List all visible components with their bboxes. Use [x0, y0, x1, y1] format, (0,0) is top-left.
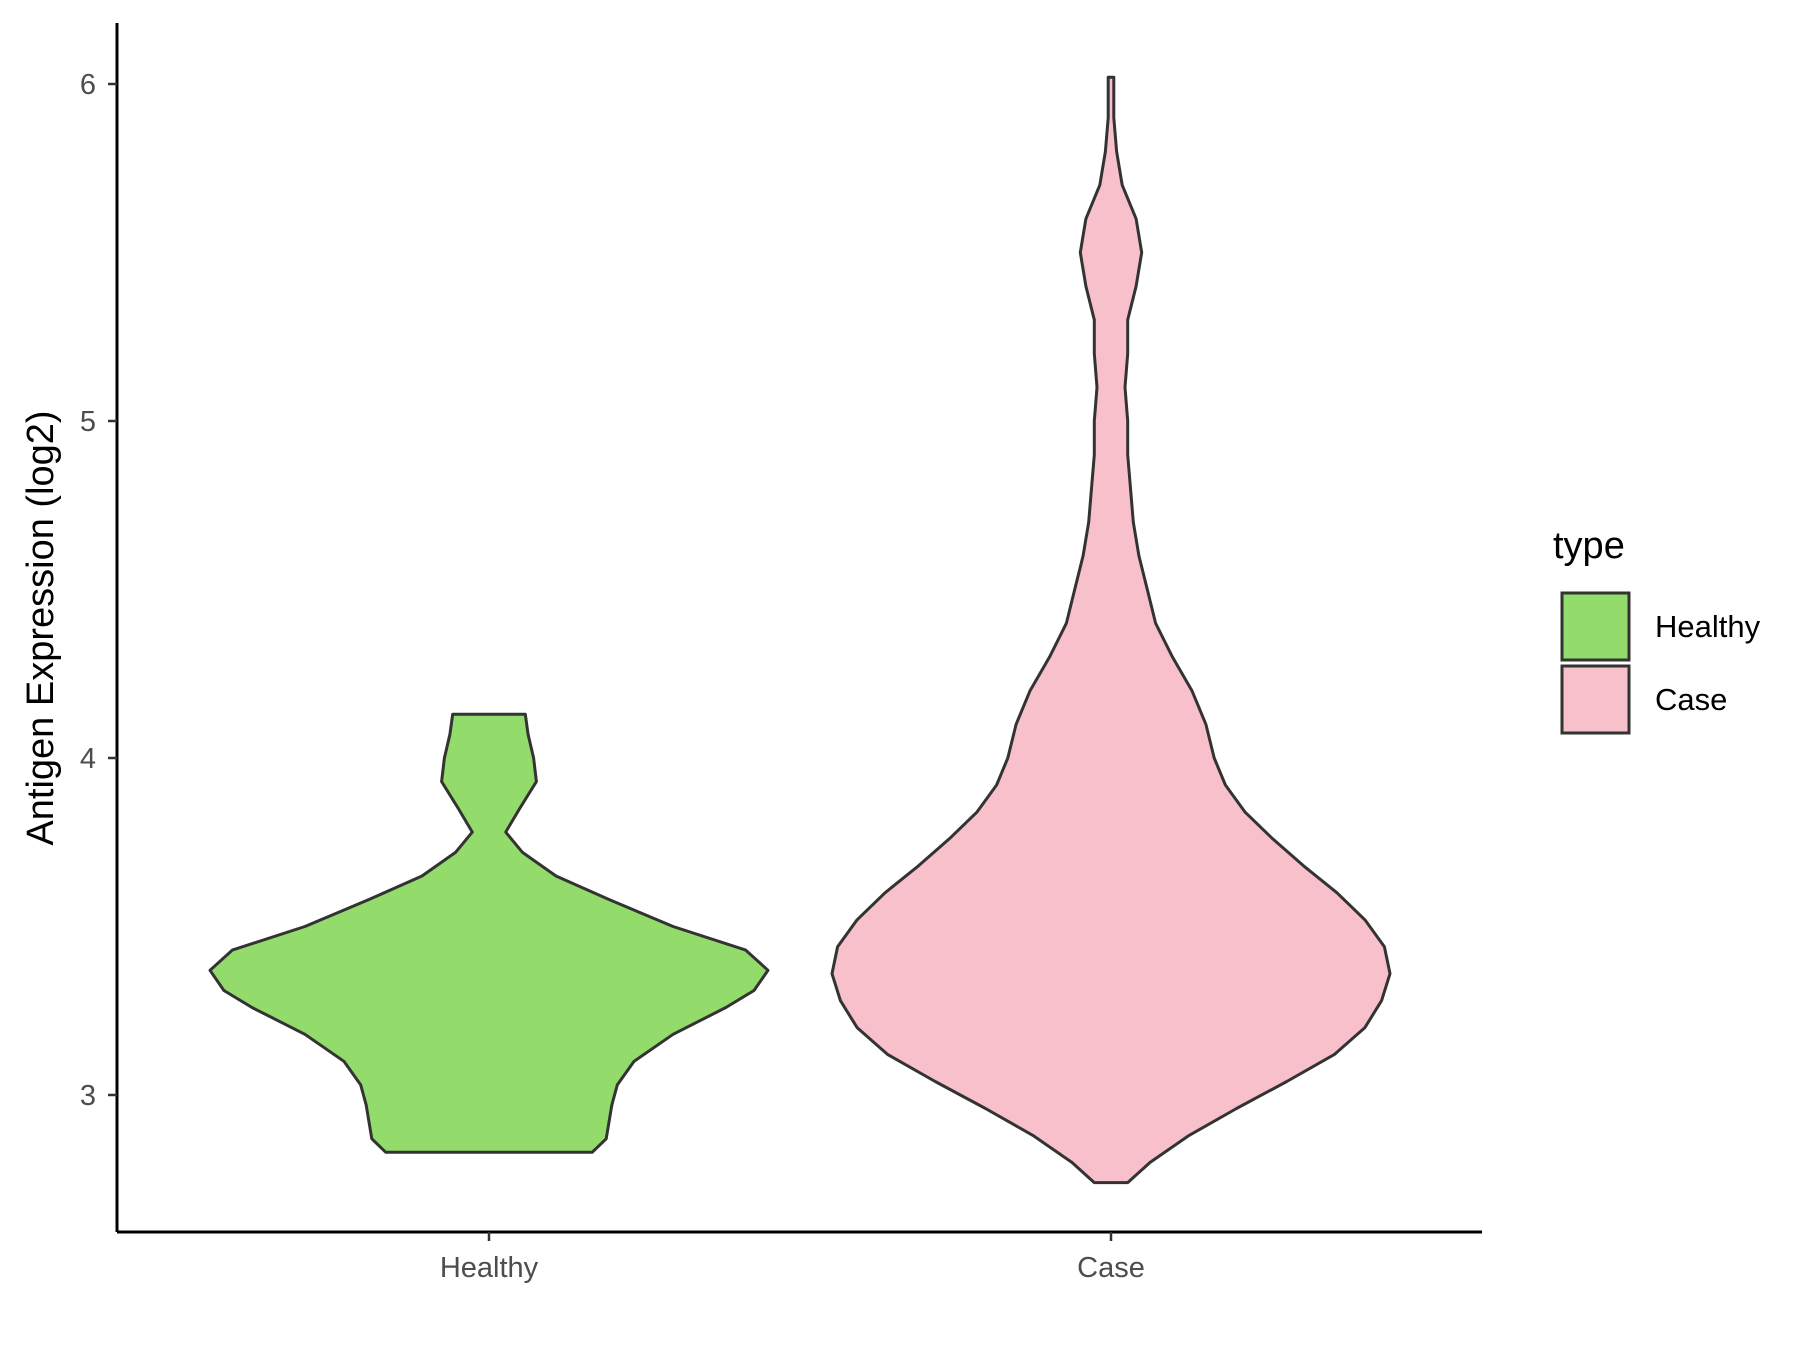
x-tick-label: Case	[1077, 1252, 1145, 1284]
legend: type Healthy Case	[1553, 525, 1761, 735]
x-tick-label: Healthy	[440, 1252, 539, 1284]
y-tick-label: 3	[80, 1080, 96, 1112]
legend-label-healthy: Healthy	[1655, 609, 1761, 644]
x-ticks: Healthy Case	[440, 1232, 1145, 1284]
y-ticks: 3 4 5 6	[80, 69, 117, 1112]
y-tick-label: 6	[80, 69, 96, 101]
y-tick-label: 5	[80, 406, 96, 438]
y-axis-title: Antigen Expression (log2)	[20, 410, 62, 845]
violin-healthy	[208, 712, 770, 1154]
legend-key-case	[1560, 664, 1631, 735]
legend-title: type	[1553, 525, 1625, 567]
y-tick-label: 4	[80, 743, 96, 775]
violin-case	[830, 75, 1392, 1185]
legend-key-healthy	[1560, 591, 1631, 662]
legend-label-case: Case	[1655, 682, 1727, 717]
violin-group	[208, 75, 1392, 1185]
